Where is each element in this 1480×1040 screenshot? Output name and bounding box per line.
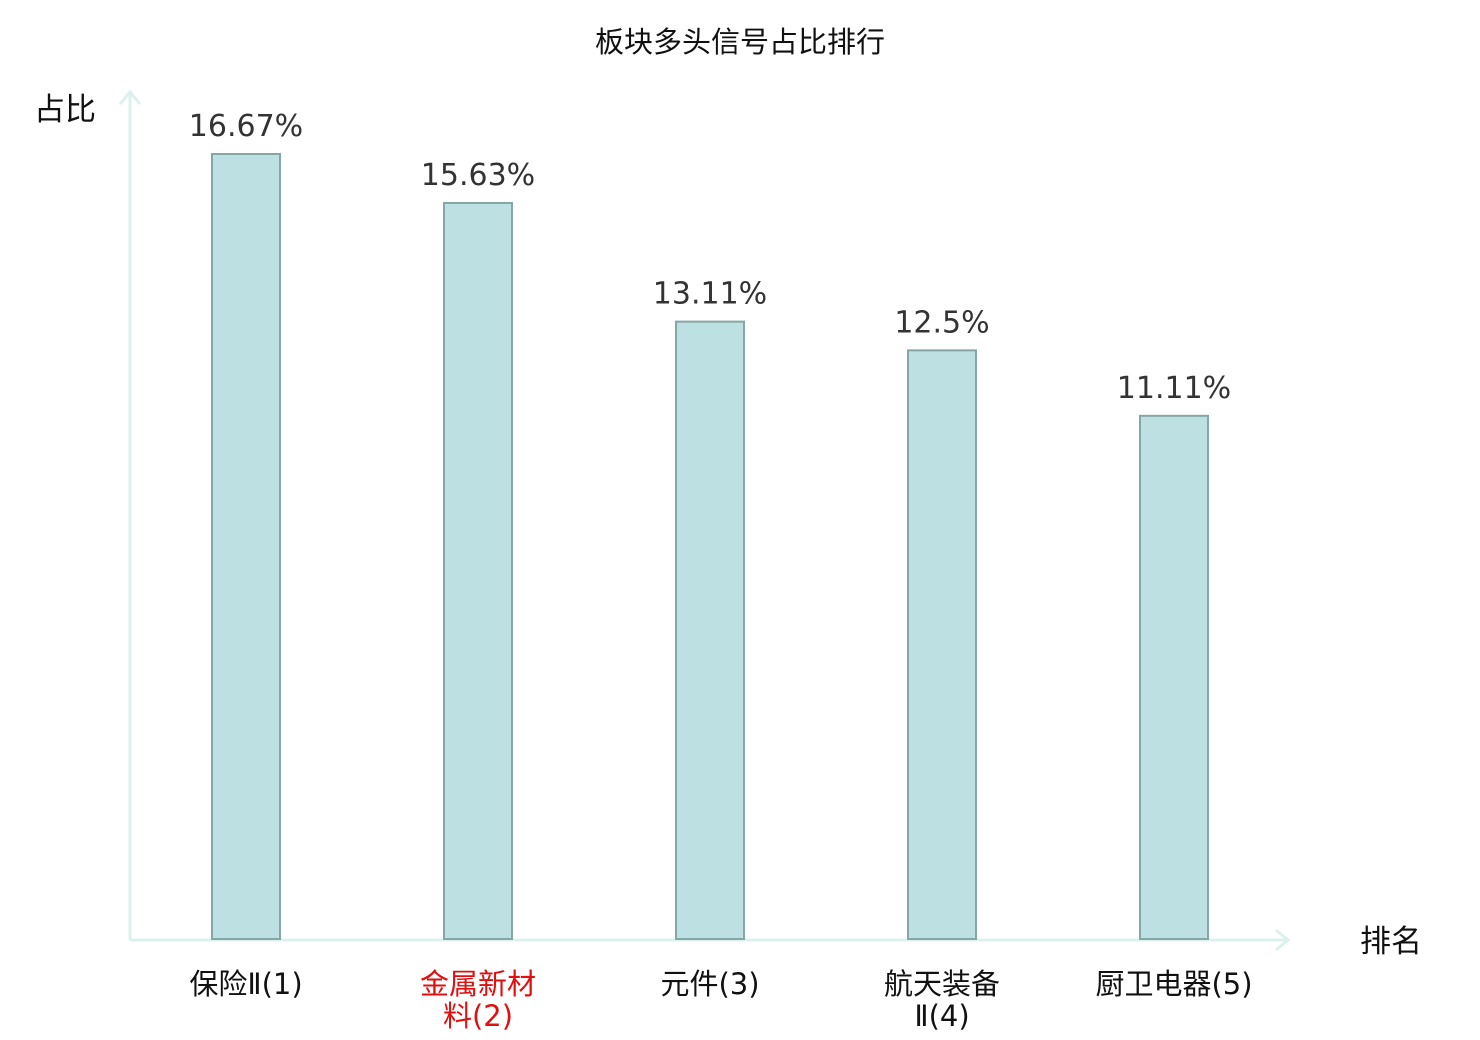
category-label: Ⅱ(4)	[914, 999, 969, 1033]
bar-value-label: 13.11%	[653, 277, 767, 312]
bar-value-label: 16.67%	[189, 109, 303, 144]
y-axis-title: 占比	[34, 92, 96, 128]
bar-value-label: 12.5%	[894, 305, 989, 340]
category-label: 航天装备	[884, 967, 1000, 1001]
bar	[907, 349, 977, 940]
bar	[211, 153, 281, 940]
bar-value-label: 11.11%	[1117, 371, 1231, 406]
bar	[443, 201, 513, 941]
category-label: 保险Ⅱ(1)	[189, 967, 302, 1001]
chart-title: 板块多头信号占比排行	[595, 25, 885, 59]
x-axis-arrow-icon	[1275, 928, 1291, 952]
category-label: 元件(3)	[660, 967, 759, 1001]
bar	[1139, 414, 1209, 941]
x-axis-title: 排名	[1360, 924, 1422, 960]
y-axis-arrow-icon	[118, 89, 142, 105]
category-label: 金属新材	[420, 967, 536, 1001]
category-label: 料(2)	[443, 999, 513, 1033]
bar	[675, 320, 745, 941]
bar-value-label: 15.63%	[421, 158, 535, 193]
value-labels-group: 16.67% 15.63% 13.11% 12.5% 11.11%	[189, 109, 1231, 406]
category-label: 厨卫电器(5)	[1095, 967, 1252, 1001]
bars-group	[211, 153, 1209, 941]
